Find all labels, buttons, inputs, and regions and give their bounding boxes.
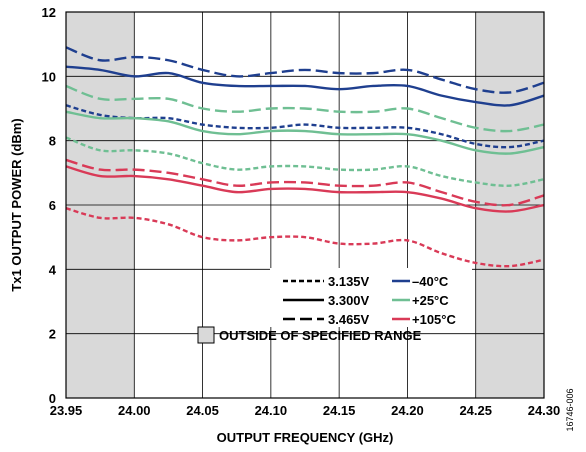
- x-tick-label: 24.05: [186, 403, 219, 418]
- y-tick-label: 4: [49, 262, 57, 277]
- y-tick-label: 6: [49, 198, 56, 213]
- x-tick-label: 24.20: [391, 403, 424, 418]
- legend: 3.135V 3.300V 3.465V –40°C +25°C +105°C: [270, 268, 472, 327]
- series-line-3300V-+25: [66, 110, 544, 155]
- series-line-3300V-40: [66, 65, 544, 107]
- series-line-3465V-40: [66, 46, 544, 94]
- x-tick-labels: 23.95 24.00 24.05 24.10 24.15 24.20 24.25 24.30: [50, 403, 561, 418]
- series-line-3465V-+25: [66, 84, 544, 133]
- series-line-3135V-+25: [66, 136, 544, 187]
- legend-label-3-300v: 3.300V: [328, 293, 370, 308]
- y-tick-label: 2: [49, 327, 56, 342]
- y-tick-labels: 0 2 4 6 8 10 12: [42, 5, 57, 406]
- plot-frame: [65, 11, 545, 399]
- legend-label-3-135v: 3.135V: [328, 274, 370, 289]
- series-line-3465V-+105: [66, 158, 544, 207]
- legend-label-minus40c: –40°C: [412, 274, 449, 289]
- y-tick-label: 12: [42, 5, 56, 20]
- x-tick-label: 23.95: [50, 403, 83, 418]
- y-tick-label: 0: [49, 391, 56, 406]
- x-axis-title: OUTPUT FREQUENCY (GHz): [217, 430, 394, 445]
- y-axis-title: Tx1 OUTPUT POWER (dBm): [9, 118, 24, 291]
- y-tick-label: 10: [42, 69, 56, 84]
- shaded-range-key: OUTSIDE OF SPECIFIED RANGE: [197, 326, 422, 344]
- x-tick-label: 24.25: [459, 403, 492, 418]
- figure-id: 16746-006: [565, 388, 575, 431]
- x-tick-label: 24.10: [255, 403, 288, 418]
- x-tick-label: 24.15: [323, 403, 356, 418]
- shaded-range-swatch: [197, 326, 215, 344]
- series-line-3300V-+105: [66, 165, 544, 213]
- series-line-3135V-+105: [66, 207, 544, 268]
- legend-box: [270, 268, 472, 327]
- legend-label-plus105c: +105°C: [412, 312, 456, 327]
- series-lines: [66, 46, 544, 268]
- y-tick-label: 8: [49, 134, 56, 149]
- series-line-3135V-40: [66, 104, 544, 149]
- x-tick-label: 24.30: [528, 403, 561, 418]
- legend-label-3-465v: 3.465V: [328, 312, 370, 327]
- shaded-range-label: OUTSIDE OF SPECIFIED RANGE: [219, 328, 422, 343]
- x-tick-label: 24.00: [118, 403, 151, 418]
- legend-label-plus25c: +25°C: [412, 293, 449, 308]
